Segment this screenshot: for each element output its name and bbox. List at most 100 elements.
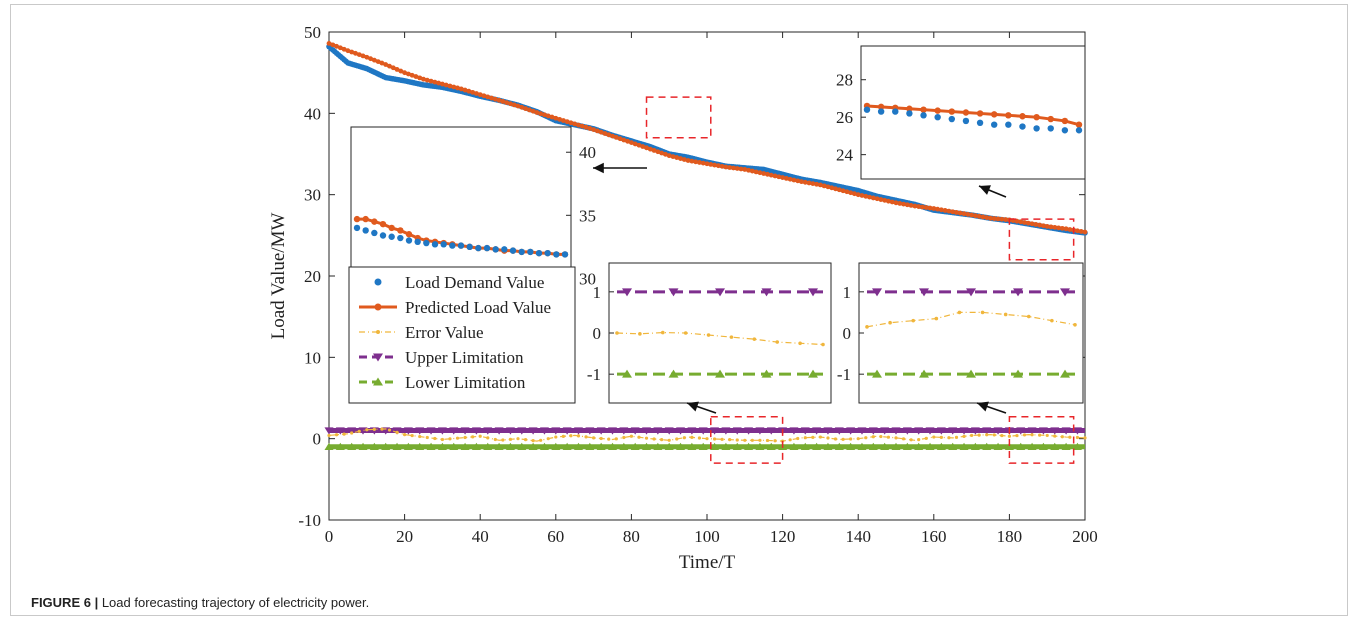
lower-limit-marker	[619, 442, 629, 450]
lower-limit-marker	[664, 442, 674, 450]
predicted-point	[935, 206, 940, 212]
lower-limit-marker	[710, 442, 720, 450]
inset-demand-point	[423, 239, 430, 247]
predicted-point	[515, 103, 521, 109]
predicted-point	[530, 108, 536, 114]
inset-demand-point	[379, 232, 387, 239]
inset-error-point	[1026, 314, 1031, 319]
error-point	[1022, 433, 1027, 437]
inset-error-point	[888, 320, 892, 325]
inset-lower-marker	[872, 369, 882, 378]
error-point	[818, 435, 823, 439]
upper-limit-marker	[403, 427, 413, 435]
error-point	[463, 435, 467, 440]
predicted-point	[1063, 226, 1069, 232]
predicted-point	[451, 84, 457, 90]
inset-predicted-point	[1061, 117, 1069, 125]
upper-limit-marker	[789, 427, 799, 435]
error-point	[508, 437, 513, 441]
predicted-point	[942, 208, 948, 213]
inset-tick-label: -1	[837, 365, 851, 384]
inset-upper-marker	[761, 288, 772, 297]
inset-demand-point	[553, 251, 560, 258]
lower-limit-marker	[335, 442, 345, 450]
lower-limit-marker	[789, 442, 799, 450]
inset-demand-point	[483, 244, 491, 252]
predicted-point	[398, 68, 404, 74]
predicted-point	[1059, 225, 1065, 231]
upper-limit-marker	[573, 427, 583, 435]
error-point	[932, 435, 936, 439]
predicted-point	[1037, 222, 1043, 228]
predicted-point	[492, 96, 498, 102]
predicted-point	[889, 199, 895, 205]
y-tick-label: 10	[304, 348, 321, 367]
predicted-point	[765, 171, 770, 177]
error-point	[992, 433, 996, 437]
upper-limit-marker	[505, 427, 515, 435]
lower-limit-marker	[993, 442, 1003, 450]
predicted-point	[413, 74, 419, 79]
predicted-point	[326, 40, 332, 46]
error-point	[849, 437, 853, 441]
upper-limit-marker	[1027, 427, 1037, 435]
predicted-point	[678, 156, 683, 161]
zoom-arrow-head	[977, 401, 989, 412]
predicted-point	[783, 176, 789, 181]
upper-limit-marker	[710, 427, 720, 435]
predicted-point	[825, 184, 831, 190]
upper-limit-marker	[676, 427, 686, 435]
predicted-point	[579, 123, 585, 129]
predicted-point	[353, 50, 358, 56]
inset-upper-marker	[1013, 288, 1023, 297]
error-point	[871, 435, 875, 439]
upper-limit-marker	[664, 427, 674, 435]
predicted-point	[806, 180, 812, 186]
predicted-point	[938, 207, 944, 213]
inset-tick-label: 0	[593, 324, 602, 343]
predicted-point	[477, 92, 483, 98]
inset-error-point	[729, 335, 734, 339]
error-point	[788, 438, 792, 442]
predicted-point	[651, 148, 657, 153]
error-point	[985, 433, 989, 437]
predicted-point	[712, 162, 717, 168]
error-point	[962, 434, 966, 438]
lower-limit-marker	[936, 442, 946, 450]
inset-error-line	[616, 331, 824, 346]
predicted-point	[519, 104, 525, 110]
figure-frame: 0 20 40 60 80 100 120 140 160 180 200 -10 0 10 20 30 40 5…	[10, 4, 1348, 616]
zoom-inset: 30 35 40	[350, 126, 596, 292]
predicted-point	[791, 177, 797, 183]
predicted-point	[606, 132, 612, 138]
upper-limit-marker	[471, 427, 481, 435]
error-point	[758, 438, 762, 442]
predicted-point	[379, 60, 385, 66]
lower-limit-marker	[902, 442, 912, 450]
error-point	[705, 437, 709, 441]
x-tick-label: 180	[997, 527, 1023, 546]
lower-limit-marker	[347, 442, 357, 450]
predicted-point	[330, 42, 336, 48]
inset-demand-point	[405, 237, 413, 244]
error-point	[1075, 435, 1080, 440]
lower-limit-marker	[494, 442, 504, 450]
predicted-point	[610, 133, 615, 139]
predicted-point	[538, 111, 544, 117]
upper-limit-marker	[596, 427, 606, 435]
predicted-point	[961, 211, 967, 217]
predicted-point	[1044, 223, 1050, 229]
predicted-point	[542, 112, 547, 118]
predicted-point	[587, 126, 593, 131]
error-point	[539, 438, 543, 442]
inset-tick-label: 28	[836, 71, 853, 90]
lower-limit-marker	[573, 442, 583, 450]
error-point	[592, 436, 596, 440]
error-point	[448, 437, 452, 441]
predicted-point	[617, 136, 623, 142]
legend-label: Load Demand Value	[405, 273, 544, 292]
predicted-point	[421, 76, 426, 82]
inset-demand-point	[934, 113, 941, 121]
lower-limit-marker	[505, 442, 515, 450]
predicted-point	[976, 213, 982, 219]
